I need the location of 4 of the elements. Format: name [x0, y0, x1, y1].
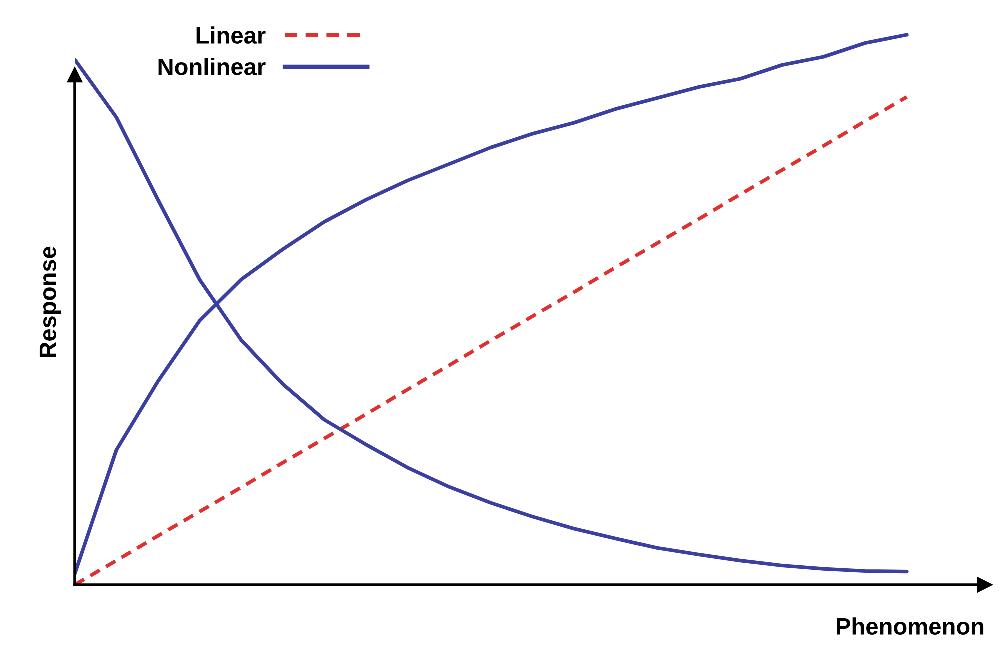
legend-label: Linear — [196, 26, 266, 44]
y-axis-title: Response — [40, 246, 62, 358]
x-axis-title: Phenomenon — [837, 618, 984, 635]
legend-label: Nonlinear — [158, 58, 266, 76]
